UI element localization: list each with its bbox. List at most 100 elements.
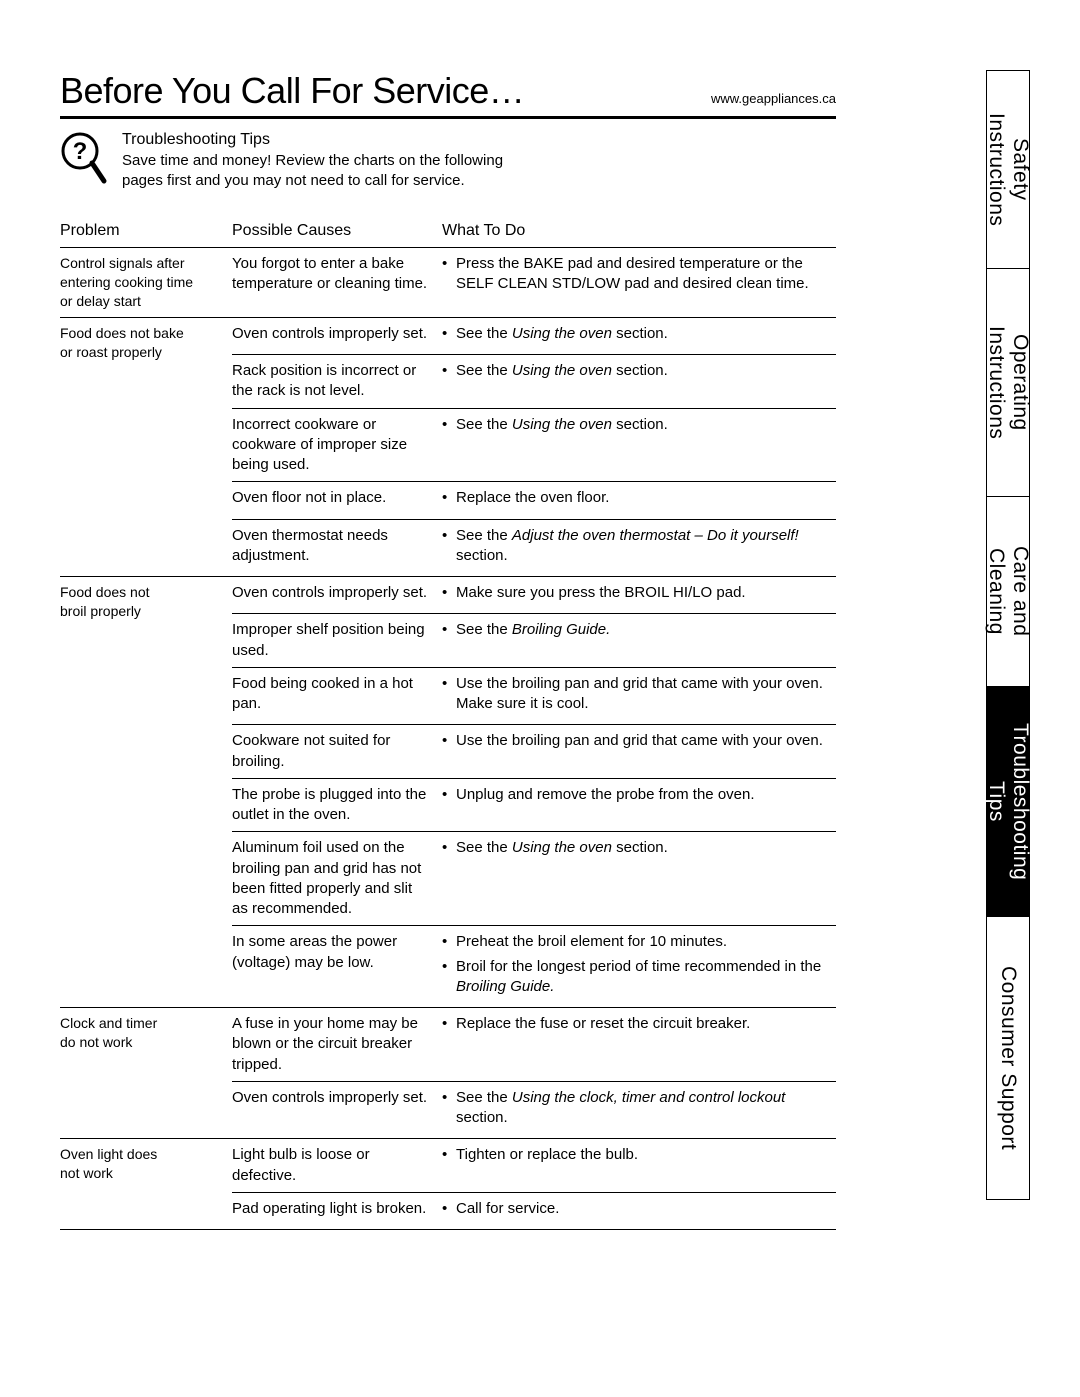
cause-cell: Oven controls improperly set. bbox=[232, 1081, 442, 1139]
todo-item: Replace the oven floor. bbox=[442, 488, 828, 508]
todo-cell: Replace the oven floor. bbox=[442, 482, 836, 519]
tips-block: ? Troubleshooting Tips Save time and mon… bbox=[60, 131, 836, 192]
tab-consumer-support[interactable]: Consumer Support bbox=[987, 917, 1029, 1199]
todo-item: See the Adjust the oven thermostat – Do … bbox=[442, 526, 828, 567]
problem-text: entering cooking time bbox=[60, 274, 193, 290]
todo-seg: section. bbox=[616, 325, 668, 342]
todo-seg: section. bbox=[616, 416, 668, 433]
todo-cell: See the Using the clock, timer and contr… bbox=[442, 1081, 836, 1139]
todo-cell: See the Adjust the oven thermostat – Do … bbox=[442, 519, 836, 577]
problem-text: Control signals after bbox=[60, 255, 185, 271]
todo-seg: Adjust the oven thermostat – Do it yours… bbox=[512, 527, 799, 544]
todo-seg: See the bbox=[456, 839, 512, 856]
todo-seg: See the bbox=[456, 362, 512, 379]
todo-seg: See the bbox=[456, 416, 512, 433]
todo-item: Preheat the broil element for 10 minutes… bbox=[442, 932, 828, 952]
problem-text: Clock and timer bbox=[60, 1015, 157, 1031]
tips-heading: Troubleshooting Tips bbox=[122, 131, 503, 149]
todo-seg: Using the oven bbox=[512, 839, 616, 856]
todo-item: See the Using the oven section. bbox=[442, 415, 828, 435]
troubleshooting-page: Before You Call For Service… www.geappli… bbox=[60, 70, 836, 1230]
todo-cell: Use the broiling pan and grid that came … bbox=[442, 667, 836, 725]
problem-text: Oven light does bbox=[60, 1146, 157, 1162]
todo-item: Make sure you press the BROIL HI/LO pad. bbox=[442, 583, 828, 603]
col-todo: What To Do bbox=[442, 214, 836, 248]
todo-cell: See the Using the oven section. bbox=[442, 408, 836, 482]
todo-seg: section. bbox=[456, 1109, 508, 1126]
todo-item: Call for service. bbox=[442, 1199, 828, 1219]
cause-cell: Food being cooked in a hot pan. bbox=[232, 667, 442, 725]
todo-cell: Tighten or replace the bulb. bbox=[442, 1139, 836, 1193]
tab-care-and-cleaning[interactable]: Care and Cleaning bbox=[987, 497, 1029, 687]
cause-cell: Cookware not suited for broiling. bbox=[232, 725, 442, 779]
todo-seg: Broil for the longest period of time rec… bbox=[456, 958, 821, 975]
problem-text: broil properly bbox=[60, 603, 141, 619]
todo-seg: See the bbox=[456, 527, 512, 544]
todo-seg: section. bbox=[616, 362, 668, 379]
svg-text:?: ? bbox=[73, 138, 88, 165]
cause-cell: Improper shelf position being used. bbox=[232, 614, 442, 668]
todo-seg: section. bbox=[616, 839, 668, 856]
todo-item: See the Broiling Guide. bbox=[442, 620, 828, 640]
todo-item: Press the BAKE pad and desired temperatu… bbox=[442, 254, 828, 295]
todo-seg: section. bbox=[456, 547, 508, 564]
todo-item: See the Using the clock, timer and contr… bbox=[442, 1088, 828, 1129]
cause-cell: Oven thermostat needs adjustment. bbox=[232, 519, 442, 577]
todo-item: Broil for the longest period of time rec… bbox=[442, 957, 828, 998]
problem-text: or delay start bbox=[60, 293, 141, 309]
todo-item: Use the broiling pan and grid that came … bbox=[442, 731, 828, 751]
todo-seg: Using the oven bbox=[512, 325, 616, 342]
col-causes: Possible Causes bbox=[232, 214, 442, 248]
problem-text: Food does not bbox=[60, 584, 150, 600]
problem-text: do not work bbox=[60, 1034, 132, 1050]
todo-cell: Unplug and remove the probe from the ove… bbox=[442, 778, 836, 832]
todo-item: Unplug and remove the probe from the ove… bbox=[442, 785, 828, 805]
cause-cell: You forgot to enter a bake temperature o… bbox=[232, 248, 442, 318]
todo-cell: See the Using the oven section. bbox=[442, 355, 836, 409]
todo-cell: Make sure you press the BROIL HI/LO pad. bbox=[442, 577, 836, 614]
col-problem: Problem bbox=[60, 214, 232, 248]
tips-body-line2: pages first and you may not need to call… bbox=[122, 171, 503, 191]
todo-item: See the Using the oven section. bbox=[442, 324, 828, 344]
cause-cell: Oven floor not in place. bbox=[232, 482, 442, 519]
problem-cell: Food does not bake or roast properly bbox=[60, 317, 232, 576]
problem-cell: Control signals after entering cooking t… bbox=[60, 248, 232, 318]
header-url: www.geappliances.ca bbox=[711, 91, 836, 106]
todo-seg: Broiling Guide. bbox=[456, 978, 554, 995]
cause-cell: Oven controls improperly set. bbox=[232, 577, 442, 614]
todo-cell: See the Broiling Guide. bbox=[442, 614, 836, 668]
problem-cell: Clock and timer do not work bbox=[60, 1008, 232, 1139]
tips-text: Troubleshooting Tips Save time and money… bbox=[122, 131, 503, 192]
troubleshooting-table: Problem Possible Causes What To Do Contr… bbox=[60, 214, 836, 1231]
page-header: Before You Call For Service… www.geappli… bbox=[60, 70, 836, 119]
todo-cell: Press the BAKE pad and desired temperatu… bbox=[442, 248, 836, 318]
tab-safety-instructions[interactable]: Safety Instructions bbox=[987, 71, 1029, 269]
todo-cell: Use the broiling pan and grid that came … bbox=[442, 725, 836, 779]
todo-item: Tighten or replace the bulb. bbox=[442, 1145, 828, 1165]
tab-operating-instructions[interactable]: Operating Instructions bbox=[987, 269, 1029, 497]
todo-item: Replace the fuse or reset the circuit br… bbox=[442, 1014, 828, 1034]
problem-cell: Food does not broil properly bbox=[60, 577, 232, 1008]
problem-text: or roast properly bbox=[60, 344, 162, 360]
todo-cell: See the Using the oven section. bbox=[442, 317, 836, 354]
section-tabs: Safety Instructions Operating Instructio… bbox=[986, 70, 1030, 1200]
todo-cell: Replace the fuse or reset the circuit br… bbox=[442, 1008, 836, 1082]
todo-seg: See the bbox=[456, 325, 512, 342]
todo-seg: See the bbox=[456, 621, 512, 638]
cause-cell: Aluminum foil used on the broiling pan a… bbox=[232, 832, 442, 926]
todo-item: Use the broiling pan and grid that came … bbox=[442, 674, 828, 715]
cause-cell: Oven controls improperly set. bbox=[232, 317, 442, 354]
cause-cell: In some areas the power (voltage) may be… bbox=[232, 926, 442, 1008]
todo-cell: Call for service. bbox=[442, 1192, 836, 1229]
todo-item: See the Using the oven section. bbox=[442, 361, 828, 381]
tab-troubleshooting-tips[interactable]: Troubleshooting Tips bbox=[987, 687, 1029, 917]
todo-item: See the Using the oven section. bbox=[442, 838, 828, 858]
todo-cell: See the Using the oven section. bbox=[442, 832, 836, 926]
todo-seg: Using the oven bbox=[512, 416, 616, 433]
problem-text: Food does not bake bbox=[60, 325, 184, 341]
cause-cell: A fuse in your home may be blown or the … bbox=[232, 1008, 442, 1082]
cause-cell: Incorrect cookware or cookware of improp… bbox=[232, 408, 442, 482]
todo-cell: Preheat the broil element for 10 minutes… bbox=[442, 926, 836, 1008]
page-title: Before You Call For Service… bbox=[60, 70, 524, 112]
todo-seg: Broiling Guide. bbox=[512, 621, 610, 638]
